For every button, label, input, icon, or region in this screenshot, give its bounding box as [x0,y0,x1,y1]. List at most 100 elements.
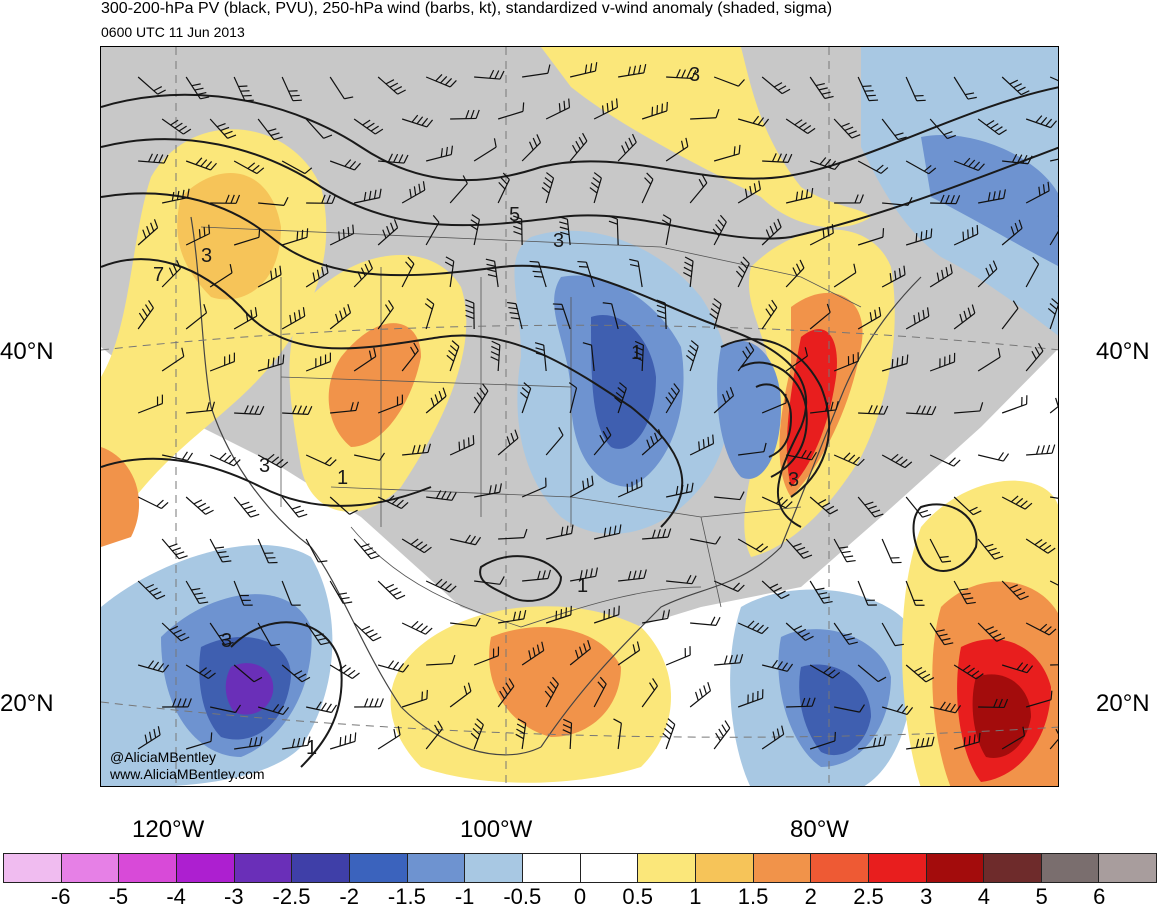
wind-barb-feather [347,226,350,236]
wind-barb-feather [411,620,419,628]
wind-barb-feather [369,698,374,708]
wind-barb-feather [254,307,258,317]
wind-barb-feather [378,188,382,198]
wind-barb-feather [826,303,831,313]
wind-barb-feather [712,228,720,237]
wind-barb-feather [667,609,671,619]
wind-barb-feather [1038,186,1041,196]
wind-barb-feather [1049,303,1058,310]
wind-barb-feather [197,91,207,96]
wind-barb-feather [277,705,285,714]
wind-barb-feather [1021,663,1029,672]
wind-barb [666,580,693,585]
contour-label: 3 [259,455,270,477]
wind-barb-feather [595,567,599,577]
wind-barb [425,153,452,162]
wind-barb-feather [771,153,777,162]
wind-barb [377,227,398,246]
wind-barb-feather [785,501,793,509]
wind-barb-feather [1055,397,1058,407]
wind-barb-feather [488,485,492,495]
wind-barb-feather [370,555,380,560]
colorbar-tick-label: -5 [108,884,129,909]
wind-barb-feather [954,705,962,714]
wind-barb-feather [1031,350,1037,360]
wind-barb-feather [684,256,694,262]
wind-barb-feather [541,187,550,194]
wind-barb-feather [845,637,855,641]
wind-barb [233,496,252,518]
wind-barb [690,622,717,626]
wind-barb-feather [562,723,572,729]
wind-barb [377,403,403,414]
wind-barb [617,141,637,162]
wind-barb-feather [792,542,802,548]
wind-barb [498,537,525,540]
wind-barb [666,491,692,498]
wind-barb-feather [919,509,928,514]
wind-barb [713,221,727,246]
wind-barb-feather [325,263,329,274]
wind-barb-feather [578,265,588,268]
wind-barb-feather [186,188,190,198]
wind-barb-feather [889,273,892,283]
wind-barb-feather [487,268,497,273]
wind-barb-feather [773,222,778,231]
wind-barb-feather [516,723,526,729]
wind-barb-feather [883,736,887,746]
wind-barb-feather [853,263,857,273]
colorbar-bin [522,854,581,882]
wind-barb-feather [449,585,457,593]
wind-barb [137,580,158,600]
wind-barb [185,664,209,680]
wind-barb-feather [210,732,213,742]
wind-barb-feather [1003,189,1006,199]
wind-barb-feather [1035,115,1043,123]
wind-barb [929,454,954,467]
wind-barb [618,72,644,78]
wind-barb-feather [302,737,306,747]
wind-barb-feather [921,405,927,415]
colorbar-bin [695,854,754,882]
wind-barb [1049,580,1058,586]
wind-barb-feather [800,190,804,200]
wind-barb [953,160,979,171]
wind-barb-feather [824,95,834,100]
wind-barb-feather [857,458,865,466]
wind-barb [858,744,884,750]
wind-barb-feather [787,153,793,163]
wind-barb [282,412,309,416]
wind-barb [401,350,419,372]
lon-label-80w: 80°W [790,816,849,843]
wind-barb-feather [795,191,799,201]
wind-barb-feather [368,350,373,360]
wind-barb [833,360,859,372]
contour-label: 7 [153,264,164,286]
wind-barb-feather [390,222,395,232]
wind-barb-feather [227,134,237,139]
wind-barb-feather [563,100,566,110]
wind-barb-feather [852,456,860,464]
wind-barb [329,160,355,171]
wind-barb [305,361,331,372]
wind-barb [281,664,303,683]
wind-barb [281,76,294,101]
wind-barb-feather [499,690,505,700]
wind-barb [881,118,899,140]
wind-barb-feather [445,256,455,262]
positive-anomaly-north [541,47,871,228]
wind-barb-feather [945,194,950,204]
wind-barb [329,496,350,515]
colorbar-bin [234,854,293,882]
wind-barb-feather [597,681,605,689]
wind-barb [786,705,813,708]
wind-barb-feather [715,732,721,742]
wind-barb [737,349,755,372]
wind-barb-feather [955,195,961,204]
wind-barb-feather [243,505,253,510]
wind-barb-feather [1057,215,1058,217]
wind-barb-feather [344,96,354,100]
wind-barb-feather [662,214,672,220]
wind-barb-feather [913,666,923,673]
wind-barb-feather [925,229,928,240]
